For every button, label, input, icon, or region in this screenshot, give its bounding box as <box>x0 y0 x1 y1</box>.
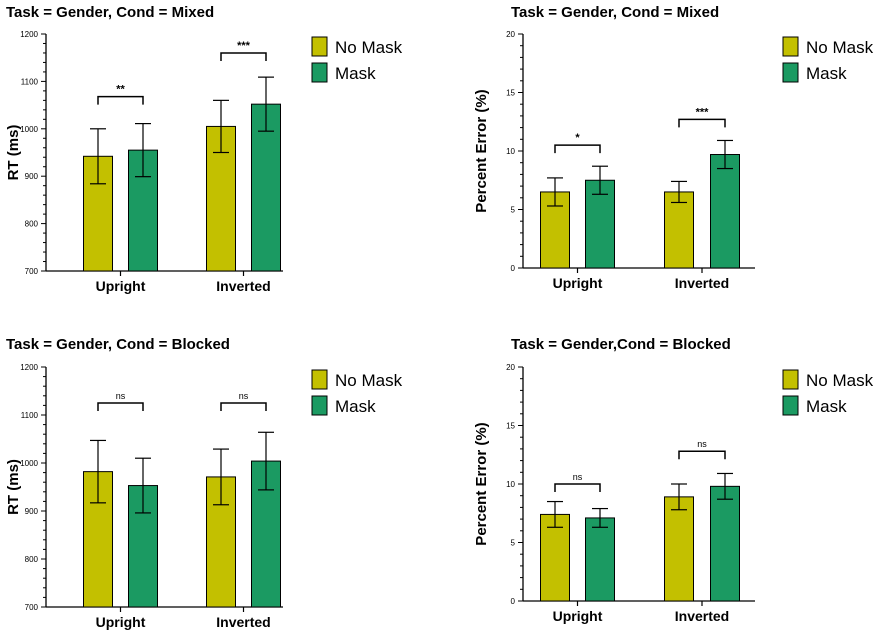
significance-bracket <box>97 95 144 105</box>
bar-no-mask-inverted <box>664 191 694 269</box>
legend-swatch-mask <box>311 395 328 416</box>
legend-label: Mask <box>806 397 847 416</box>
y-tick-label: 20 <box>506 363 515 372</box>
chart-panel-3: Task = Gender, Cond = Blocked RT (ms) 700 8… <box>5 336 403 630</box>
legend-label: No Mask <box>806 38 874 57</box>
significance-bracket <box>554 144 601 154</box>
x-tick-label: Upright <box>96 614 146 630</box>
y-tick-label: 1100 <box>21 411 39 420</box>
y-tick-label: 800 <box>25 220 39 229</box>
legend-swatch-no-mask <box>311 369 328 390</box>
x-tick-label: Upright <box>553 608 603 624</box>
y-tick-label: 700 <box>25 603 39 612</box>
y-tick-label: 1200 <box>20 30 38 39</box>
y-axis-label: RT (ms) <box>5 125 22 181</box>
significance-label: * <box>575 132 580 144</box>
legend-label: No Mask <box>335 38 403 57</box>
y-tick-label: 900 <box>25 507 39 516</box>
x-tick-label: Inverted <box>216 614 270 630</box>
legend-label: No Mask <box>335 371 403 390</box>
significance-bracket <box>97 402 144 411</box>
chart-title: Task = Gender, Cond = Mixed <box>6 4 214 21</box>
y-axis-label: Percent Error (%) <box>473 422 490 545</box>
y-tick-label: 0 <box>511 264 516 273</box>
x-tick-label: Inverted <box>675 608 729 624</box>
significance-bracket <box>220 402 267 411</box>
chart-title: Task = Gender,Cond = Blocked <box>511 336 731 353</box>
significance-bracket <box>678 118 726 128</box>
bar-mask-inverted <box>710 485 740 602</box>
x-tick-label: Upright <box>553 275 603 291</box>
chart-title: Task = Gender, Cond = Mixed <box>511 4 719 21</box>
bar-no-mask-inverted <box>664 496 694 602</box>
x-tick-label: Inverted <box>675 275 729 291</box>
legend-swatch-no-mask <box>311 36 328 57</box>
bar-mask-inverted <box>710 154 740 269</box>
legend-swatch-mask <box>782 62 799 83</box>
y-tick-label: 1000 <box>20 125 38 134</box>
chart-panel-1: Task = Gender, Cond = Mixed RT (ms) 700 800… <box>5 4 403 294</box>
y-tick-label: 5 <box>511 206 516 215</box>
legend-swatch-no-mask <box>782 36 799 57</box>
x-tick-label: Inverted <box>216 278 270 294</box>
y-tick-label: 0 <box>511 597 516 606</box>
significance-bracket <box>220 52 267 61</box>
y-tick-label: 20 <box>506 30 515 39</box>
bar-mask-upright <box>585 517 615 602</box>
chart-title: Task = Gender, Cond = Blocked <box>6 336 230 353</box>
bar-mask-upright <box>585 179 615 269</box>
significance-label: ns <box>116 391 126 401</box>
legend-label: No Mask <box>806 371 874 390</box>
significance-label: ns <box>697 439 707 449</box>
significance-label: ns <box>239 391 249 401</box>
y-axis-label: RT (ms) <box>5 459 22 515</box>
significance-label: ns <box>573 472 583 482</box>
y-tick-label: 800 <box>25 555 39 564</box>
legend-label: Mask <box>806 64 847 83</box>
bar-no-mask-upright <box>540 513 570 602</box>
significance-bracket <box>554 483 601 492</box>
y-tick-label: 1200 <box>20 363 38 372</box>
legend-swatch-no-mask <box>782 369 799 390</box>
x-tick-label: Upright <box>96 278 146 294</box>
y-axis-label: Percent Error (%) <box>473 89 490 212</box>
y-tick-label: 15 <box>506 422 515 431</box>
y-tick-label: 15 <box>506 89 515 98</box>
bar-mask-inverted <box>251 103 281 272</box>
legend-label: Mask <box>335 397 376 416</box>
y-tick-label: 10 <box>506 480 515 489</box>
y-tick-label: 900 <box>25 172 39 181</box>
significance-label: *** <box>237 40 251 52</box>
y-tick-label: 10 <box>506 147 515 156</box>
y-tick-label: 1100 <box>21 77 39 86</box>
significance-bracket <box>678 450 726 460</box>
legend-swatch-mask <box>311 62 328 83</box>
y-tick-label: 700 <box>25 267 39 276</box>
legend-label: Mask <box>335 64 376 83</box>
y-tick-label: 1000 <box>20 459 38 468</box>
significance-label: *** <box>696 106 710 118</box>
chart-panel-4: Task = Gender,Cond = Blocked Percent Erro… <box>473 336 874 624</box>
chart-panel-2: Task = Gender, Cond = Mixed Percent Error… <box>473 4 874 291</box>
y-tick-label: 5 <box>511 539 516 548</box>
significance-label: ** <box>116 84 125 96</box>
legend-swatch-mask <box>782 395 799 416</box>
